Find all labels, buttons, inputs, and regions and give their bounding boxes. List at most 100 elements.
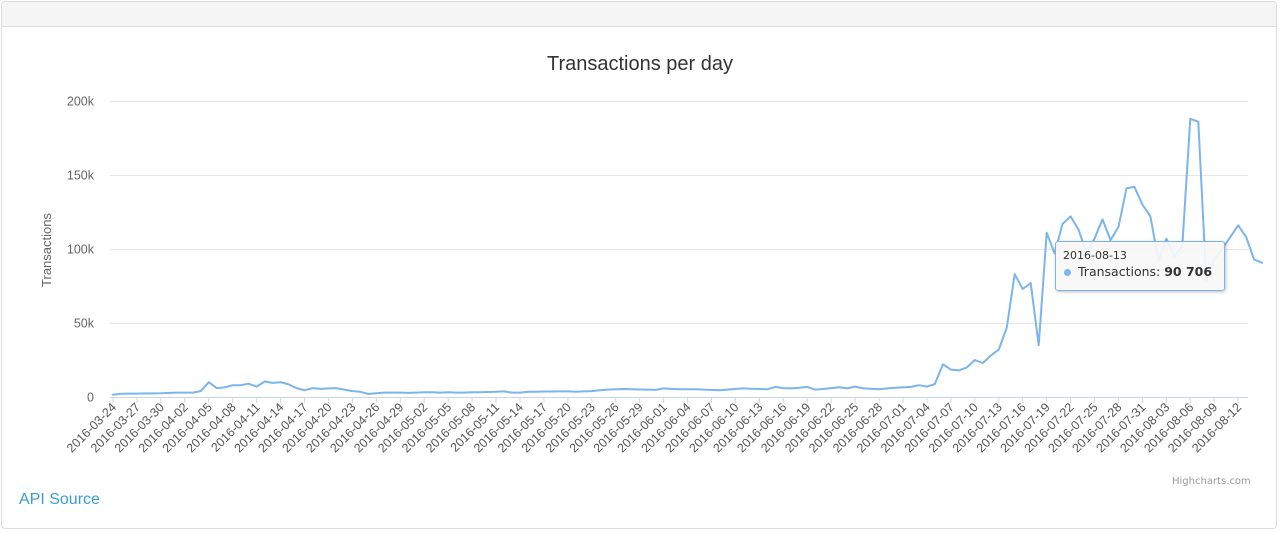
data-point[interactable] [1243, 234, 1249, 240]
data-point[interactable] [701, 387, 707, 393]
data-point[interactable] [262, 379, 268, 385]
data-point[interactable] [461, 390, 467, 396]
data-point[interactable] [645, 387, 651, 393]
data-point[interactable] [812, 387, 818, 393]
data-point[interactable] [725, 387, 731, 393]
data-point[interactable] [900, 384, 906, 390]
data-point[interactable] [980, 360, 986, 366]
data-point[interactable] [421, 389, 427, 395]
data-point[interactable] [405, 390, 411, 396]
data-point[interactable] [613, 386, 619, 392]
data-point[interactable] [397, 390, 403, 396]
data-point[interactable] [940, 361, 946, 367]
data-point[interactable] [804, 384, 810, 390]
data-point[interactable] [884, 385, 890, 391]
data-point[interactable] [748, 386, 754, 392]
data-point[interactable] [1076, 227, 1082, 233]
data-point[interactable] [318, 386, 324, 392]
data-point[interactable] [437, 390, 443, 396]
data-point[interactable] [501, 388, 507, 394]
data-point[interactable] [1147, 213, 1153, 219]
data-point[interactable] [796, 385, 802, 391]
data-point[interactable] [740, 385, 746, 391]
data-point[interactable] [182, 390, 188, 396]
data-point[interactable] [852, 384, 858, 390]
data-point[interactable] [669, 386, 675, 392]
data-point[interactable] [294, 385, 300, 391]
data-point[interactable] [389, 390, 395, 396]
data-point[interactable] [693, 386, 699, 392]
data-point[interactable] [429, 389, 435, 395]
data-point[interactable] [270, 380, 276, 386]
data-point[interactable] [1116, 224, 1122, 230]
data-point[interactable] [685, 386, 691, 392]
data-point[interactable] [110, 392, 116, 398]
data-point[interactable] [310, 385, 316, 391]
data-point[interactable] [764, 386, 770, 392]
data-point[interactable] [158, 390, 164, 396]
data-point[interactable] [222, 384, 228, 390]
data-point[interactable] [565, 388, 571, 394]
data-point[interactable] [381, 390, 387, 396]
data-point[interactable] [230, 382, 236, 388]
data-point[interactable] [948, 367, 954, 373]
data-point[interactable] [357, 389, 363, 395]
data-point[interactable] [150, 390, 156, 396]
data-point[interactable] [1060, 221, 1066, 227]
data-point[interactable] [134, 391, 140, 397]
data-point[interactable] [820, 386, 826, 392]
data-point[interactable] [1020, 286, 1026, 292]
data-point[interactable] [637, 387, 643, 393]
data-point[interactable] [525, 389, 531, 395]
data-point[interactable] [1004, 324, 1010, 330]
data-point[interactable] [541, 389, 547, 395]
data-point[interactable] [629, 386, 635, 392]
data-point[interactable] [341, 387, 347, 393]
data-point[interactable] [413, 390, 419, 396]
data-point[interactable] [1028, 280, 1034, 286]
data-point[interactable] [214, 385, 220, 391]
data-point[interactable] [1139, 202, 1145, 208]
data-point[interactable] [1187, 116, 1193, 122]
data-point[interactable] [908, 384, 914, 390]
data-point[interactable] [190, 390, 196, 396]
data-point[interactable] [142, 390, 148, 396]
data-point[interactable] [286, 381, 292, 387]
data-point[interactable] [477, 389, 483, 395]
data-point[interactable] [118, 391, 124, 397]
data-point[interactable] [677, 386, 683, 392]
data-point[interactable] [972, 357, 978, 363]
data-point[interactable] [732, 386, 738, 392]
data-point[interactable] [1251, 256, 1257, 262]
data-point[interactable] [932, 381, 938, 387]
data-point[interactable] [924, 384, 930, 390]
data-point[interactable] [756, 386, 762, 392]
data-point[interactable] [1124, 185, 1130, 191]
data-point[interactable] [1036, 342, 1042, 348]
data-point[interactable] [549, 389, 555, 395]
data-point[interactable] [717, 387, 723, 393]
api-source-link[interactable]: API Source [19, 491, 100, 508]
data-point[interactable] [1100, 216, 1106, 222]
data-point[interactable] [238, 382, 244, 388]
data-point[interactable] [788, 385, 794, 391]
data-point[interactable] [836, 384, 842, 390]
data-point[interactable] [709, 387, 715, 393]
data-point[interactable] [333, 385, 339, 391]
data-point[interactable] [302, 387, 308, 393]
data-point[interactable] [1068, 213, 1074, 219]
data-point[interactable] [126, 391, 132, 397]
data-point[interactable] [581, 388, 587, 394]
data-point[interactable] [597, 387, 603, 393]
data-point[interactable] [653, 387, 659, 393]
data-point[interactable] [373, 390, 379, 396]
data-point[interactable] [174, 390, 180, 396]
data-point[interactable] [892, 385, 898, 391]
data-point[interactable] [326, 385, 332, 391]
data-point[interactable] [533, 389, 539, 395]
data-point[interactable] [1012, 271, 1018, 277]
data-point[interactable] [772, 384, 778, 390]
data-point[interactable] [198, 388, 204, 394]
data-point[interactable] [988, 353, 994, 359]
data-point[interactable] [445, 389, 451, 395]
